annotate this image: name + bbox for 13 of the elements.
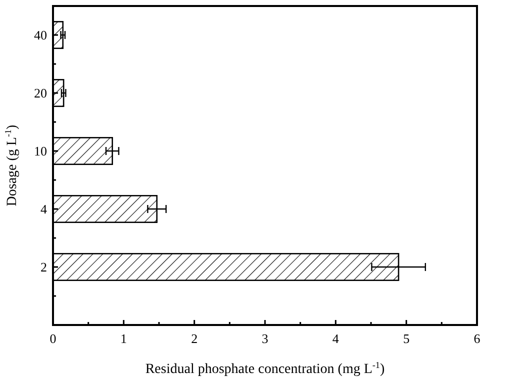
y-tick-label: 20 [34,86,47,100]
y-tick-label: 2 [40,260,47,274]
x-axis-title: Residual phosphate concentration (mg L$^{-1}$) [145,360,385,377]
x-tick-label: 1 [120,331,127,346]
y-tick-label: 10 [34,144,47,158]
x-tick-label: 4 [332,331,340,346]
y-tick-label: 40 [34,28,47,42]
x-tick-label: 2 [191,331,198,346]
y-tick-label: 4 [40,202,48,216]
x-tick-label: 6 [474,331,481,346]
x-tick-label: 0 [50,331,56,346]
x-tick-label: 3 [262,331,268,346]
x-tick-label: 5 [403,331,410,346]
